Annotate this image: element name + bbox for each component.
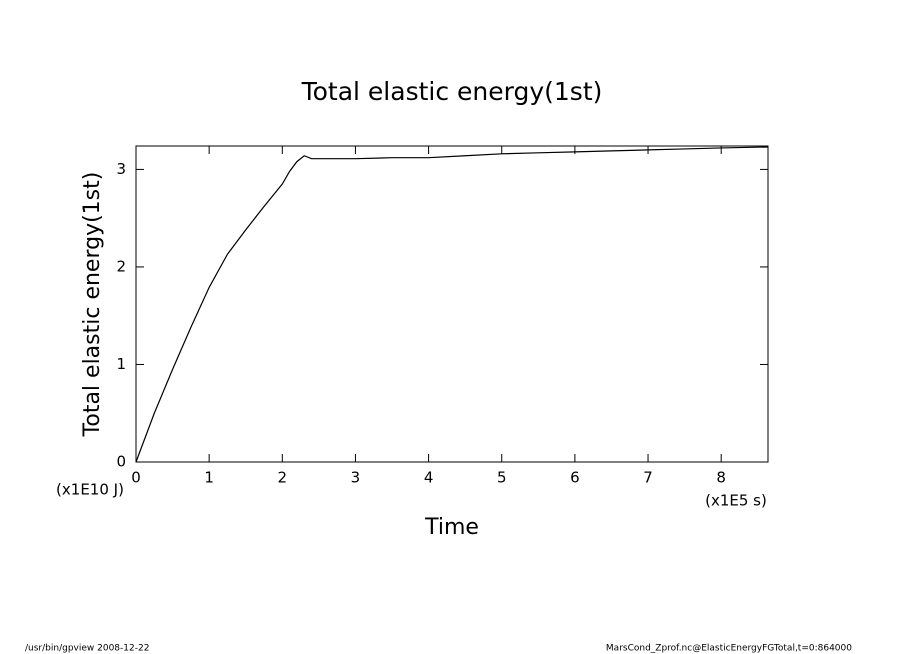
x-unit: (x1E5 s) (705, 492, 767, 510)
x-tick-label: 2 (278, 469, 288, 487)
x-tick-label: 0 (131, 469, 141, 487)
footnote: /usr/bin/gpview 2008-12-22 (25, 644, 149, 654)
x-tick-label: 7 (643, 469, 653, 487)
x-tick-label: 4 (424, 469, 434, 487)
x-tick-label: 8 (716, 469, 726, 487)
chart-title: Total elastic energy(1st) (301, 77, 603, 106)
plot-frame (135, 145, 769, 463)
x-tick-label: 1 (204, 469, 214, 487)
data-line (135, 146, 769, 463)
y-unit: (x1E10 J) (56, 481, 124, 499)
x-tick-label: 3 (351, 469, 361, 487)
x-tick-label: 5 (497, 469, 507, 487)
y-tick-label: 0 (116, 453, 126, 471)
y-axis-label: Total elastic energy(1st) (80, 172, 105, 438)
y-tick-label: 3 (116, 160, 126, 178)
x-axis-label: Time (424, 515, 479, 540)
y-tick-label: 2 (116, 257, 126, 275)
y-tick-label: 1 (116, 355, 126, 373)
footnote: MarsCond_Zprof.nc@ElasticEnergyFGTotal,t… (606, 644, 852, 654)
x-tick-label: 6 (570, 469, 580, 487)
